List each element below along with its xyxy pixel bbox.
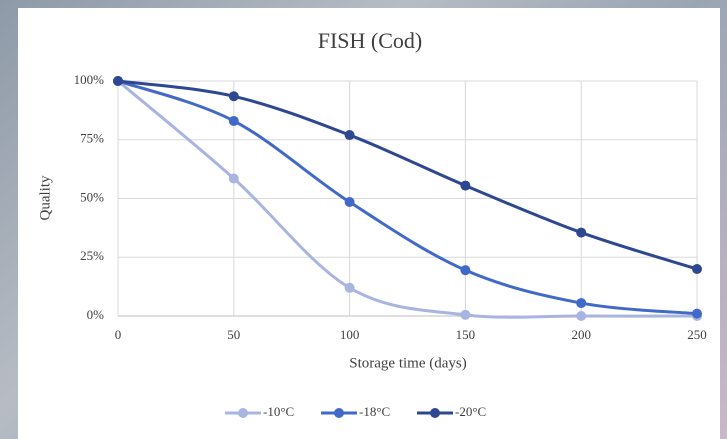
data-point [576, 311, 587, 321]
y-tick-label: 75% [80, 131, 104, 146]
data-point [692, 308, 702, 319]
x-tick-label: 50 [227, 327, 240, 342]
legend-label: -10°C [263, 404, 294, 419]
series-line [117, 79, 698, 271]
legend-label: -18°C [359, 404, 390, 419]
x-tick-label: 0 [115, 327, 122, 342]
data-point [113, 76, 123, 86]
series-line [117, 79, 698, 316]
legend-marker [334, 408, 344, 418]
legend-marker [430, 408, 440, 418]
data-point [228, 115, 239, 126]
data-point [460, 180, 471, 191]
data-point [344, 282, 355, 293]
y-tick-label: 0% [87, 307, 105, 322]
chart-title: FISH (Cod) [318, 28, 423, 53]
x-tick-label: 200 [571, 327, 591, 342]
data-point [576, 227, 587, 238]
data-point [228, 91, 239, 102]
legend-marker [238, 408, 248, 418]
y-tick-label: 25% [80, 248, 104, 263]
x-tick-label: 100 [340, 327, 360, 342]
data-point [576, 298, 587, 309]
data-point [344, 130, 355, 141]
data-point [460, 265, 471, 276]
y-tick-label: 100% [74, 72, 105, 87]
legend-label: -20°C [455, 404, 486, 419]
x-tick-label: 250 [687, 327, 707, 342]
x-tick-label: 150 [456, 327, 476, 342]
data-point [692, 264, 702, 274]
y-tick-label: 50% [80, 189, 104, 204]
data-point [228, 173, 239, 184]
y-axis-label: Quality [37, 175, 53, 220]
data-point [460, 309, 471, 320]
chart-panel [18, 8, 720, 439]
data-point [344, 197, 355, 208]
x-axis-label: Storage time (days) [349, 355, 466, 371]
